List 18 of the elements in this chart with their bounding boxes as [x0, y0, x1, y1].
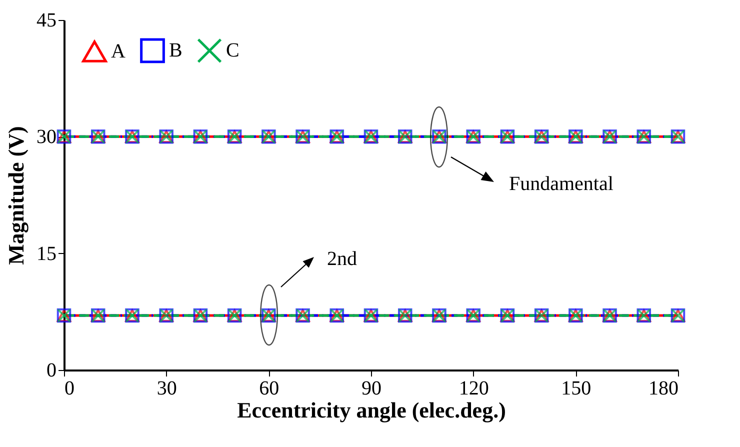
x-tick-label: 180	[648, 378, 678, 400]
x-tick-label: 120	[458, 378, 489, 400]
x-tick-label: 60	[259, 378, 280, 400]
legend-label: B	[169, 40, 182, 62]
legend-label: C	[226, 40, 240, 62]
x-tick-label: 150	[561, 378, 592, 400]
annotation: Fundamental	[509, 173, 614, 195]
x-tick-label: 0	[64, 378, 74, 400]
y-tick-label: 45	[36, 10, 56, 32]
y-tick-label: 15	[36, 242, 56, 265]
y-tick-label: 30	[36, 126, 56, 148]
x-tick-label: 30	[156, 378, 177, 400]
y-tick-label: 0	[46, 360, 56, 382]
annotation: 2nd	[327, 248, 357, 270]
x-axis-title: Eccentricity angle (elec.deg.)	[237, 398, 506, 422]
y-axis-title: Magnitude (V)	[4, 126, 28, 265]
x-tick-label: 90	[362, 378, 382, 400]
legend-label: A	[111, 40, 126, 62]
